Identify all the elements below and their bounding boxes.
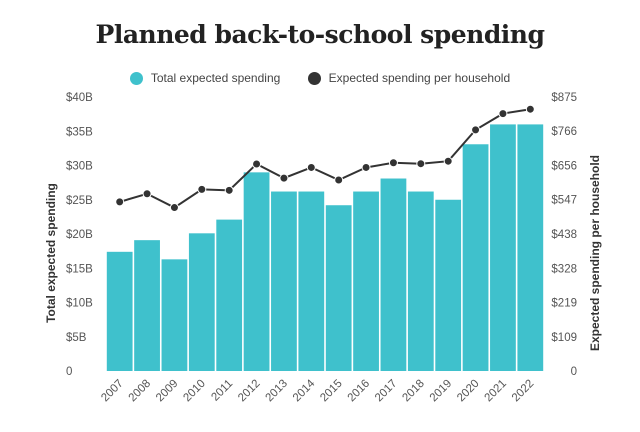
bar-2022 xyxy=(517,124,544,372)
bar-2021 xyxy=(490,124,516,372)
bar-2010 xyxy=(188,233,215,371)
y2-tick-label: $438 xyxy=(551,229,577,241)
x-axis-ticks: 2007 2008 2009 2010 2011 2012 2013 2014 2015 2016… xyxy=(99,377,536,404)
y-tick-label: $35B xyxy=(66,126,93,138)
y-tick-label: $30B xyxy=(66,161,93,173)
x-tick-label: 2020 xyxy=(455,378,482,405)
point-2016 xyxy=(361,162,371,172)
y-tick-label: $10B xyxy=(66,298,93,310)
y-tick-label: $20B xyxy=(66,229,93,241)
y2-tick-label: $656 xyxy=(551,161,577,173)
bar-2008 xyxy=(134,240,160,371)
bar-2009 xyxy=(161,259,188,371)
legend-label-total: Total expected spending xyxy=(150,71,281,86)
bar-2007 xyxy=(106,251,133,371)
point-2021 xyxy=(498,109,508,119)
x-tick-label: 2014 xyxy=(291,377,318,404)
y2-tick-label: $547 xyxy=(551,195,577,207)
point-2009 xyxy=(169,203,179,213)
y2-tick-label: 0 xyxy=(571,366,577,378)
point-2012 xyxy=(252,159,262,169)
x-tick-label: 2016 xyxy=(346,378,373,405)
point-2014 xyxy=(306,162,316,172)
y-tick-label: 0 xyxy=(66,366,72,378)
x-tick-label: 2008 xyxy=(127,378,154,405)
bar-2020 xyxy=(462,144,489,371)
bar-2015 xyxy=(325,205,352,371)
bar-2018 xyxy=(407,191,434,371)
y2-axis-label: Expected spending per household xyxy=(588,155,602,351)
bars-layer xyxy=(106,124,544,372)
point-2011 xyxy=(224,185,234,195)
point-2019 xyxy=(443,156,453,166)
household-spending-line xyxy=(119,108,531,209)
y2-tick-label: $875 xyxy=(551,92,577,104)
x-tick-label: 2012 xyxy=(236,378,263,405)
x-tick-label: 2013 xyxy=(263,378,290,405)
x-tick-label: 2007 xyxy=(99,378,126,405)
bar-2016 xyxy=(353,191,379,371)
point-2018 xyxy=(416,159,426,169)
bar-2019 xyxy=(435,199,462,371)
y-tick-label: $25B xyxy=(66,195,93,207)
x-tick-label: 2017 xyxy=(373,378,400,405)
point-2010 xyxy=(197,184,207,194)
legend-item-household: Expected spending per household xyxy=(307,70,511,86)
point-2013 xyxy=(279,173,289,183)
x-tick-label: 2011 xyxy=(209,378,235,404)
point-2022 xyxy=(525,104,535,114)
legend-swatch-total xyxy=(129,71,143,85)
x-tick-label: 2021 xyxy=(482,378,509,405)
y2-tick-label: $328 xyxy=(551,263,577,275)
y-axis-label: Total expected spending xyxy=(44,183,58,323)
x-tick-label: 2019 xyxy=(428,378,455,405)
line-layer xyxy=(115,104,535,213)
legend-swatch-household xyxy=(307,71,321,85)
legend-label-household: Expected spending per household xyxy=(328,71,511,86)
x-tick-label: 2022 xyxy=(510,378,537,405)
x-tick-label: 2010 xyxy=(181,378,208,405)
bar-2014 xyxy=(298,191,325,371)
bar-2017 xyxy=(380,178,407,371)
point-2007 xyxy=(115,197,125,207)
y2-tick-label: $109 xyxy=(551,332,577,344)
x-tick-label: 2009 xyxy=(154,378,181,405)
y2-tick-label: $219 xyxy=(551,297,577,309)
x-tick-label: 2018 xyxy=(400,378,427,405)
point-2015 xyxy=(334,175,344,185)
point-2020 xyxy=(471,125,481,135)
y-tick-label: $15B xyxy=(66,263,93,275)
legend-item-total: Total expected spending xyxy=(129,70,281,86)
left-axis-ticks: 0 $5B $10B $15B $20B $25B $30B $35B $40B xyxy=(66,92,93,378)
y2-tick-label: $766 xyxy=(551,126,577,138)
point-2008 xyxy=(142,189,152,199)
point-2017 xyxy=(388,158,398,168)
legend: Total expected spending Expected spendin… xyxy=(0,70,640,85)
bar-2013 xyxy=(271,191,297,371)
bar-2011 xyxy=(216,219,243,371)
chart-title: Planned back-to-school spending xyxy=(95,20,545,49)
x-tick-label: 2015 xyxy=(318,378,345,405)
y-tick-label: $5B xyxy=(66,332,87,344)
y-tick-label: $40B xyxy=(66,92,93,104)
bar-2012 xyxy=(243,172,270,371)
right-axis-ticks: 0 $109 $219 $328 $438 $547 $656 $766 $875 xyxy=(551,92,577,378)
